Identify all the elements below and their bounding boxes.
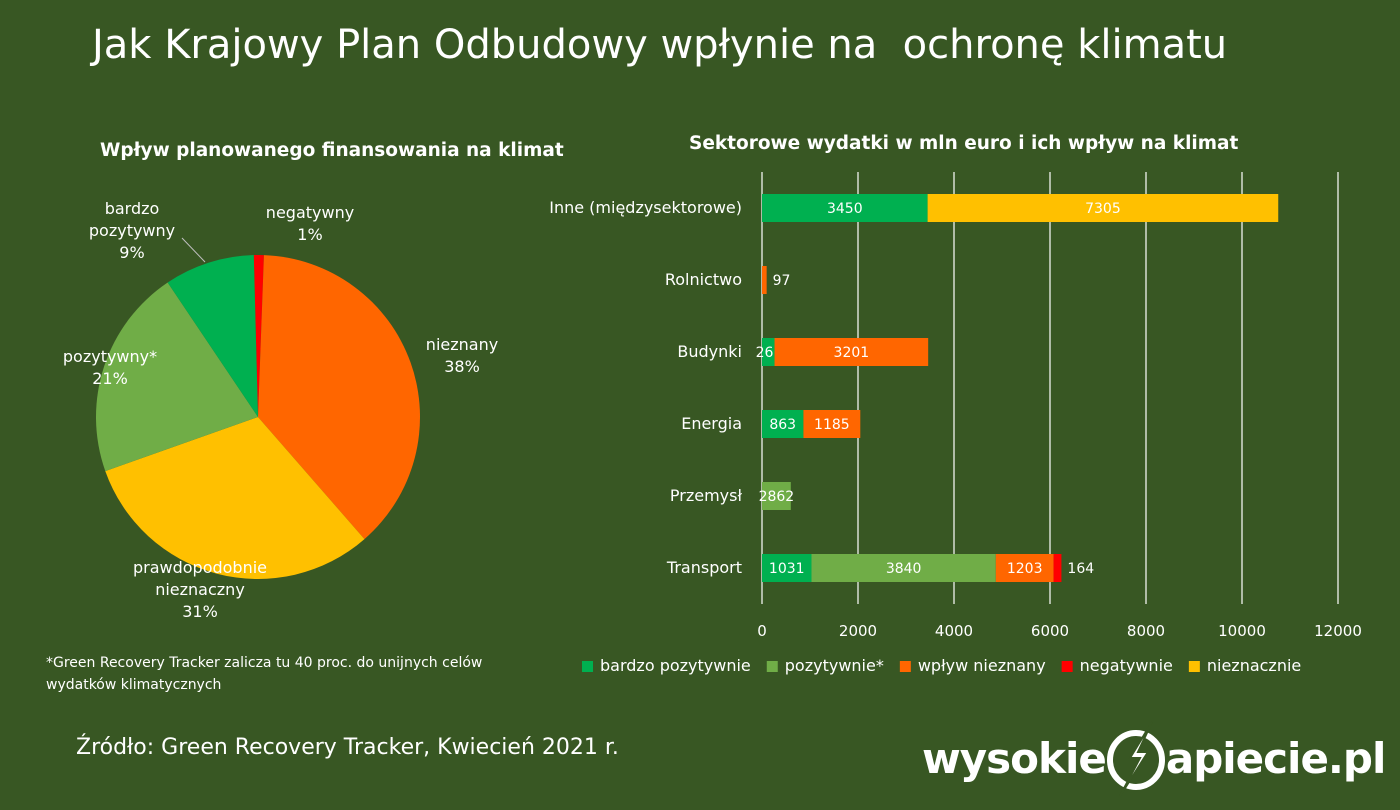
x-tick-label-0: 0: [757, 622, 767, 640]
pie-slice-3: [95, 282, 259, 472]
bar-0-4: [927, 194, 1279, 222]
x-tick-label-3: 6000: [1031, 622, 1069, 640]
x-tick-label-2: 4000: [935, 622, 973, 640]
x-tick-label-6: 12000: [1314, 622, 1362, 640]
logo-text-left: wysokie: [922, 733, 1107, 783]
legend-label-1: pozytywnie*: [785, 656, 884, 675]
data-label-4-1: 2862: [759, 489, 795, 505]
pie-slice-4: [167, 255, 258, 417]
footnote: *Green Recovery Tracker zalicza tu 40 pr…: [46, 655, 483, 693]
data-label-5-2: 1203: [1007, 561, 1043, 577]
x-tick-label-1: 2000: [839, 622, 877, 640]
legend-label-2: wpływ nieznany: [918, 656, 1046, 675]
data-label-3-2: 1185: [814, 417, 850, 433]
data-label-0-4: 7305: [1085, 201, 1121, 217]
pie-label-2: prawdopodobnie nieznaczny 31%: [133, 558, 267, 621]
pie-slice-1: [258, 255, 420, 540]
bar-5-2: [995, 554, 1054, 582]
pie-chart: negatywny 1% nieznany 38% prawdopodobnie niez…: [63, 199, 498, 621]
bar-0-0: [762, 194, 928, 222]
pie-chart-title: Wpływ planowanego finansowania na klimat: [100, 140, 564, 161]
source-text: Źródło: Green Recovery Tracker, Kwiecień…: [76, 735, 619, 760]
legend-label-0: bardzo pozytywnie: [600, 656, 751, 675]
bar-1-2: [762, 266, 767, 294]
legend-swatch-1: [766, 661, 778, 672]
category-label-5: Transport: [666, 558, 742, 577]
bar-2-0: [762, 338, 775, 366]
legend-label-3: negatywnie: [1080, 656, 1173, 675]
bar-5-3: [1053, 554, 1062, 582]
category-label-2: Budynki: [677, 342, 742, 361]
pie-label-3: pozytywny* 21%: [63, 347, 157, 388]
legend-swatch-4: [1188, 661, 1200, 672]
data-label-0-0: 3450: [827, 201, 863, 217]
pie-slice-2: [105, 417, 365, 580]
data-label-5-3: 164: [1067, 561, 1094, 577]
bar-chart: 0 2000 4000 6000 8000 10000 12000 Inne (międzys…: [549, 172, 1362, 675]
data-label-5-0: 1031: [769, 561, 805, 577]
x-tick-label-5: 10000: [1218, 622, 1266, 640]
category-label-3: Energia: [681, 414, 742, 433]
pie-label-1: nieznany 38%: [426, 335, 498, 376]
logo-text-right: apiecie.pl: [1165, 733, 1386, 783]
site-logo[interactable]: wysokie apiecie.pl: [922, 718, 1386, 798]
page-title: Jak Krajowy Plan Odbudowy wpłynie na och…: [92, 22, 1228, 68]
x-tick-label-4: 8000: [1127, 622, 1165, 640]
data-label-3-0: 863: [769, 417, 796, 433]
pie-slice-0: [253, 255, 264, 417]
data-label-1-2: 97: [773, 273, 791, 289]
category-label-4: Przemysł: [670, 486, 743, 505]
bar-chart-title: Sektorowe wydatki w mln euro i ich wpływ…: [689, 133, 1239, 154]
bar-4-1: [762, 482, 791, 510]
legend-swatch-3: [1061, 661, 1073, 672]
bar-5-1: [811, 554, 996, 582]
bar-2-2: [774, 338, 929, 366]
data-label-2-2: 3201: [834, 345, 870, 361]
pie-leader-line: [181, 237, 206, 263]
bar-5-0: [762, 554, 812, 582]
bar-3-0: [762, 410, 804, 438]
category-label-1: Rolnictwo: [665, 270, 742, 289]
category-label-0: Inne (międzysektorowe): [549, 198, 742, 217]
pie-label-0: negatywny 1%: [266, 203, 354, 244]
legend-label-4: nieznacznie: [1207, 656, 1301, 675]
legend-swatch-0: [582, 661, 593, 672]
data-label-5-1: 3840: [886, 561, 922, 577]
pie-label-4: bardzo pozytywny 9%: [89, 199, 175, 262]
lightning-logo-icon: [1106, 721, 1165, 797]
legend-swatch-2: [899, 661, 911, 672]
bar-3-2: [803, 410, 861, 438]
